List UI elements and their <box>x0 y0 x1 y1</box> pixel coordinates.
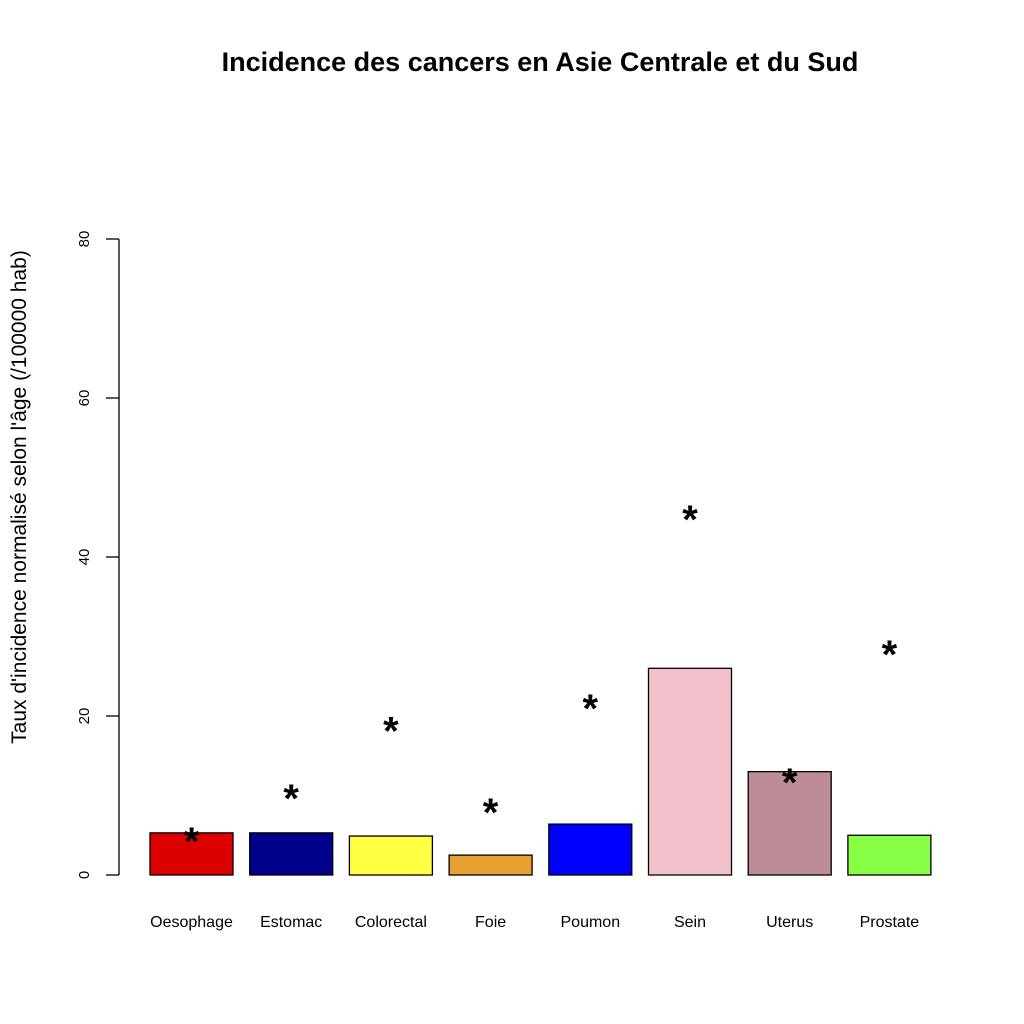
x-tick-label: Colorectal <box>355 914 427 931</box>
category-labels: Oesophage Estomac Colorectal Foie Poumon Sein… <box>150 914 919 931</box>
x-tick-label: Estomac <box>260 914 322 931</box>
bar-foie <box>448 854 533 876</box>
bar-poumon <box>548 823 633 876</box>
x-tick-label: Prostate <box>860 914 920 931</box>
marker-uterus: * <box>782 761 798 805</box>
marker-estomac: * <box>283 777 299 821</box>
marker-colorectal: * <box>383 709 399 753</box>
y-tick-label: 80 <box>76 231 93 248</box>
marker-oesophage: * <box>184 820 200 864</box>
marker-prostate: * <box>882 633 898 677</box>
bar-sein <box>647 667 733 876</box>
y-tick-label: 40 <box>76 549 93 566</box>
marker-poumon: * <box>583 687 599 731</box>
bar-estomac <box>249 832 334 876</box>
y-axis: 0 20 40 60 80 <box>76 231 120 879</box>
bar-colorectal <box>348 835 434 876</box>
markers: * * * * * * * * <box>184 498 898 864</box>
marker-sein: * <box>682 498 698 542</box>
marker-foie: * <box>483 791 499 835</box>
x-tick-label: Sein <box>674 914 706 931</box>
x-tick-label: Uterus <box>766 914 813 931</box>
x-tick-label: Oesophage <box>150 914 233 931</box>
y-tick-label: 60 <box>76 390 93 407</box>
x-tick-label: Foie <box>475 914 506 931</box>
chart-title: Incidence des cancers en Asie Centrale e… <box>222 47 859 77</box>
y-axis-label: Taux d'incidence normalisé selon l'âge (… <box>8 250 31 744</box>
x-tick-label: Poumon <box>561 914 621 931</box>
bars <box>149 667 932 876</box>
bar-uterus <box>747 771 832 876</box>
bar-oesophage <box>149 832 234 876</box>
bar-prostate <box>847 834 932 876</box>
y-tick-label: 0 <box>76 871 93 879</box>
y-tick-label: 20 <box>76 708 93 725</box>
